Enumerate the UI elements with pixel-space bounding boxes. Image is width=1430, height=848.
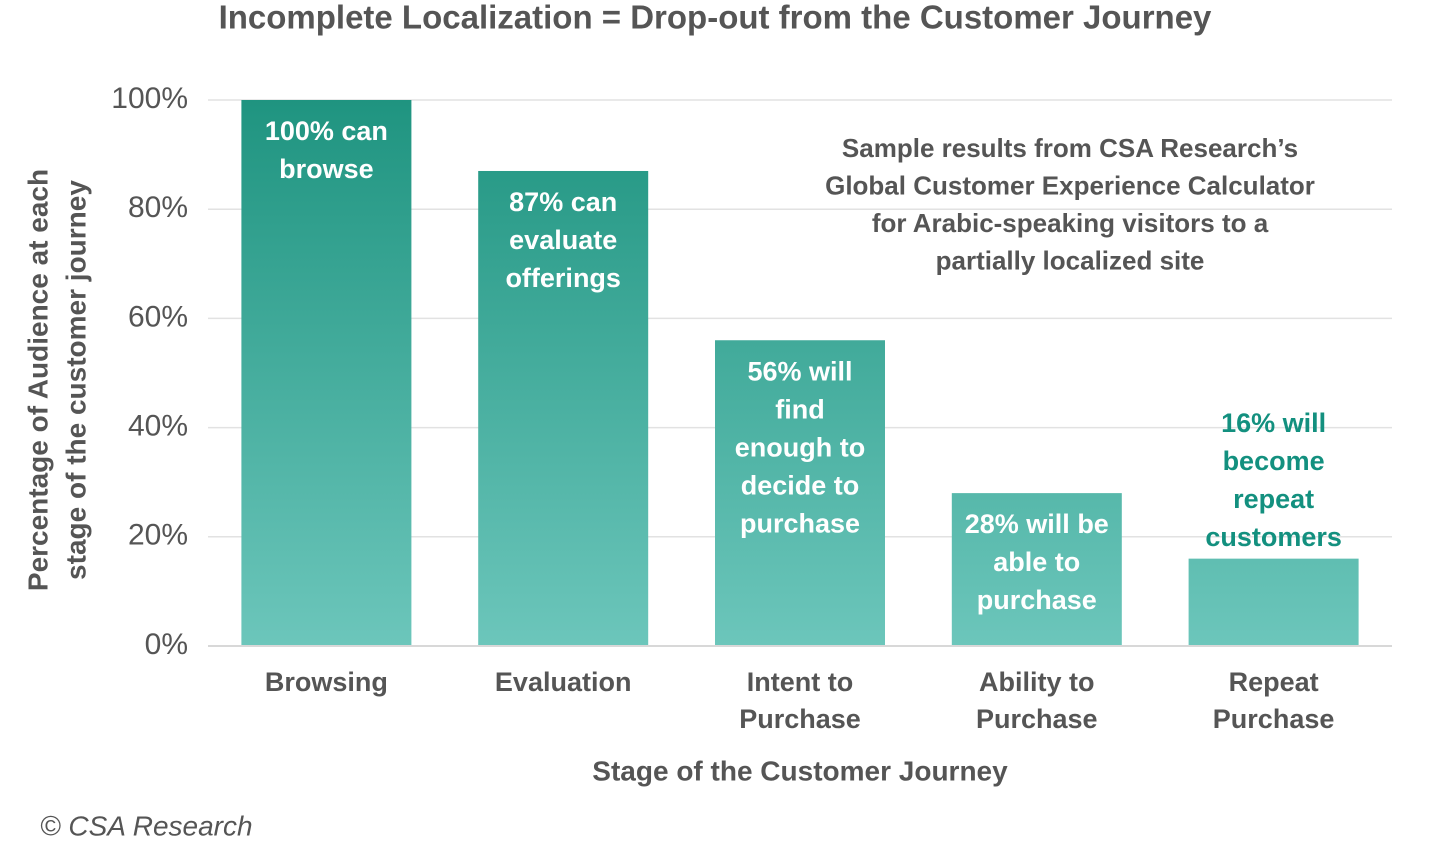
x-tick-label: Repeat bbox=[1229, 667, 1319, 697]
value-label: purchase bbox=[740, 508, 860, 538]
bar bbox=[241, 100, 412, 646]
value-label: browse bbox=[279, 154, 374, 184]
value-label: 100% can bbox=[265, 116, 388, 146]
value-label: offerings bbox=[505, 263, 621, 293]
y-axis-label: Percentage of Audience at each stage of … bbox=[22, 169, 91, 591]
x-tick-label: Purchase bbox=[739, 704, 861, 734]
y-tick-label: 20% bbox=[128, 519, 188, 552]
value-label: purchase bbox=[977, 585, 1097, 615]
value-label: 16% will bbox=[1221, 408, 1326, 438]
bar bbox=[478, 170, 649, 647]
value-label: enough to bbox=[735, 432, 865, 462]
y-axis-label-line: Percentage of Audience at each bbox=[22, 169, 53, 591]
annotation: Sample results from CSA Research’s bbox=[842, 133, 1298, 163]
value-label: customers bbox=[1205, 522, 1342, 552]
source: © CSA Research bbox=[40, 810, 253, 841]
bar bbox=[1188, 558, 1359, 646]
value-label: 87% can bbox=[509, 187, 617, 217]
value-label: repeat bbox=[1233, 484, 1314, 514]
value-label: able to bbox=[993, 547, 1080, 577]
y-axis-label-line: stage of the customer journey bbox=[60, 180, 91, 580]
chart-title: Incomplete Localization = Drop-out from … bbox=[219, 0, 1212, 36]
value-label: become bbox=[1223, 446, 1325, 476]
x-tick-label: Intent to bbox=[747, 667, 853, 697]
annotation: Global Customer Experience Calculator bbox=[825, 170, 1315, 200]
value-label: evaluate bbox=[509, 225, 617, 255]
y-tick-label: 0% bbox=[145, 628, 188, 661]
value-label: find bbox=[775, 394, 824, 424]
x-tick-label: Purchase bbox=[976, 704, 1098, 734]
annotation: for Arabic-speaking visitors to a bbox=[872, 208, 1269, 238]
value-label: 28% will be bbox=[965, 509, 1109, 539]
y-tick-label: 100% bbox=[111, 82, 188, 115]
x-tick-label: Ability to bbox=[979, 667, 1095, 697]
annotation: partially localized site bbox=[936, 245, 1205, 275]
x-axis-label: Stage of the Customer Journey bbox=[592, 755, 1008, 786]
y-tick-label: 40% bbox=[128, 410, 188, 443]
value-label: decide to bbox=[741, 470, 860, 500]
bar bbox=[715, 340, 885, 646]
y-tick-label: 80% bbox=[128, 191, 188, 224]
bar bbox=[951, 493, 1122, 646]
x-tick-label: Evaluation bbox=[495, 667, 632, 697]
value-label: 56% will bbox=[747, 356, 852, 386]
x-tick-label: Purchase bbox=[1213, 704, 1335, 734]
x-tick-label: Browsing bbox=[265, 667, 388, 697]
y-tick-label: 60% bbox=[128, 300, 188, 333]
